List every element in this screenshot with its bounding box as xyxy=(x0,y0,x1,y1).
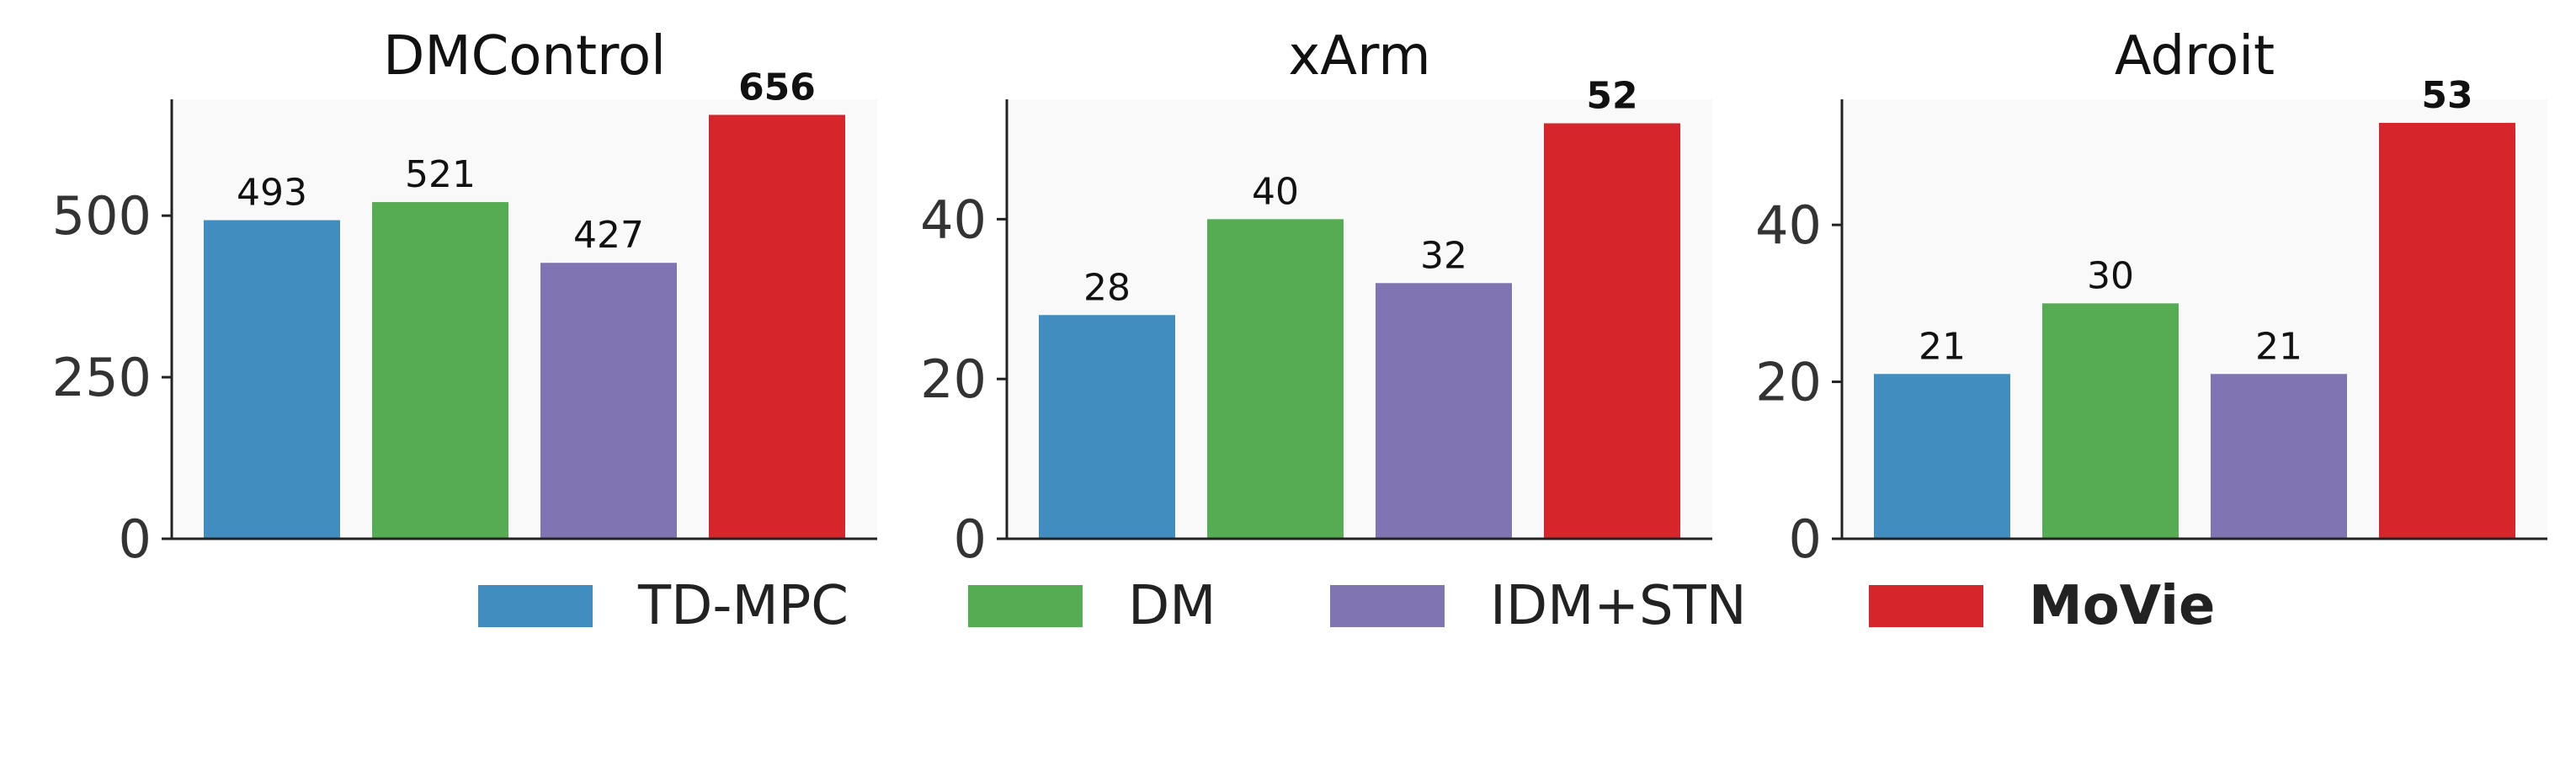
legend-label: DM xyxy=(1128,575,1216,637)
chart-title: xArm xyxy=(1288,25,1430,88)
chart-title: Adroit xyxy=(2115,25,2275,88)
bar-dm xyxy=(372,202,508,539)
chart-title: DMControl xyxy=(383,25,666,88)
bar-td-mpc xyxy=(1874,374,2010,539)
legend-swatch xyxy=(1330,585,1445,627)
value-label: 32 xyxy=(1420,234,1467,277)
value-label: 52 xyxy=(1586,74,1637,117)
legend-item-movie: MoVie xyxy=(1869,572,2215,640)
y-tick-label: 40 xyxy=(1755,194,1822,256)
legend-item-idm-stn: IDM+STN xyxy=(1330,572,1747,640)
y-tick-label: 500 xyxy=(52,185,152,247)
value-label: 427 xyxy=(573,214,644,257)
value-label: 21 xyxy=(2255,325,2302,368)
bar-idm-stn xyxy=(1376,283,1512,539)
bar-idm-stn xyxy=(540,263,677,539)
legend-item-dm: DM xyxy=(968,572,1216,640)
y-tick-label: 0 xyxy=(1789,508,1822,570)
bar-dm xyxy=(2042,303,2179,539)
legend-item-td-mpc: TD-MPC xyxy=(478,572,849,640)
bar-idm-stn xyxy=(2211,374,2347,539)
legend-label: TD-MPC xyxy=(638,575,849,637)
bar-movie xyxy=(1544,123,1680,540)
y-tick-label: 40 xyxy=(920,189,987,250)
value-label: 21 xyxy=(1919,325,1966,368)
y-tick-label: 20 xyxy=(1755,352,1822,413)
bar-td-mpc xyxy=(1039,315,1175,539)
value-label: 40 xyxy=(1252,170,1299,213)
legend-swatch xyxy=(478,585,593,627)
y-tick-label: 0 xyxy=(954,508,987,570)
legend-label: MoVie xyxy=(2029,575,2216,637)
legend-label: IDM+STN xyxy=(1490,575,1747,637)
value-label: 521 xyxy=(405,153,476,196)
y-tick-label: 0 xyxy=(119,508,152,570)
legend: TD-MPC DM IDM+STN MoVie xyxy=(0,572,2576,640)
value-label: 53 xyxy=(2421,74,2472,117)
value-label: 28 xyxy=(1083,266,1131,309)
y-tick-label: 250 xyxy=(52,347,152,408)
bar-dm xyxy=(1207,219,1344,539)
value-label: 493 xyxy=(237,172,307,215)
bar-movie xyxy=(2379,122,2515,539)
value-label: 30 xyxy=(2087,254,2134,297)
bar-movie xyxy=(709,114,845,539)
value-label: 656 xyxy=(738,66,816,109)
y-tick-label: 20 xyxy=(920,349,987,410)
legend-swatch xyxy=(1869,585,1983,627)
bar-td-mpc xyxy=(204,220,340,539)
legend-swatch xyxy=(968,585,1083,627)
